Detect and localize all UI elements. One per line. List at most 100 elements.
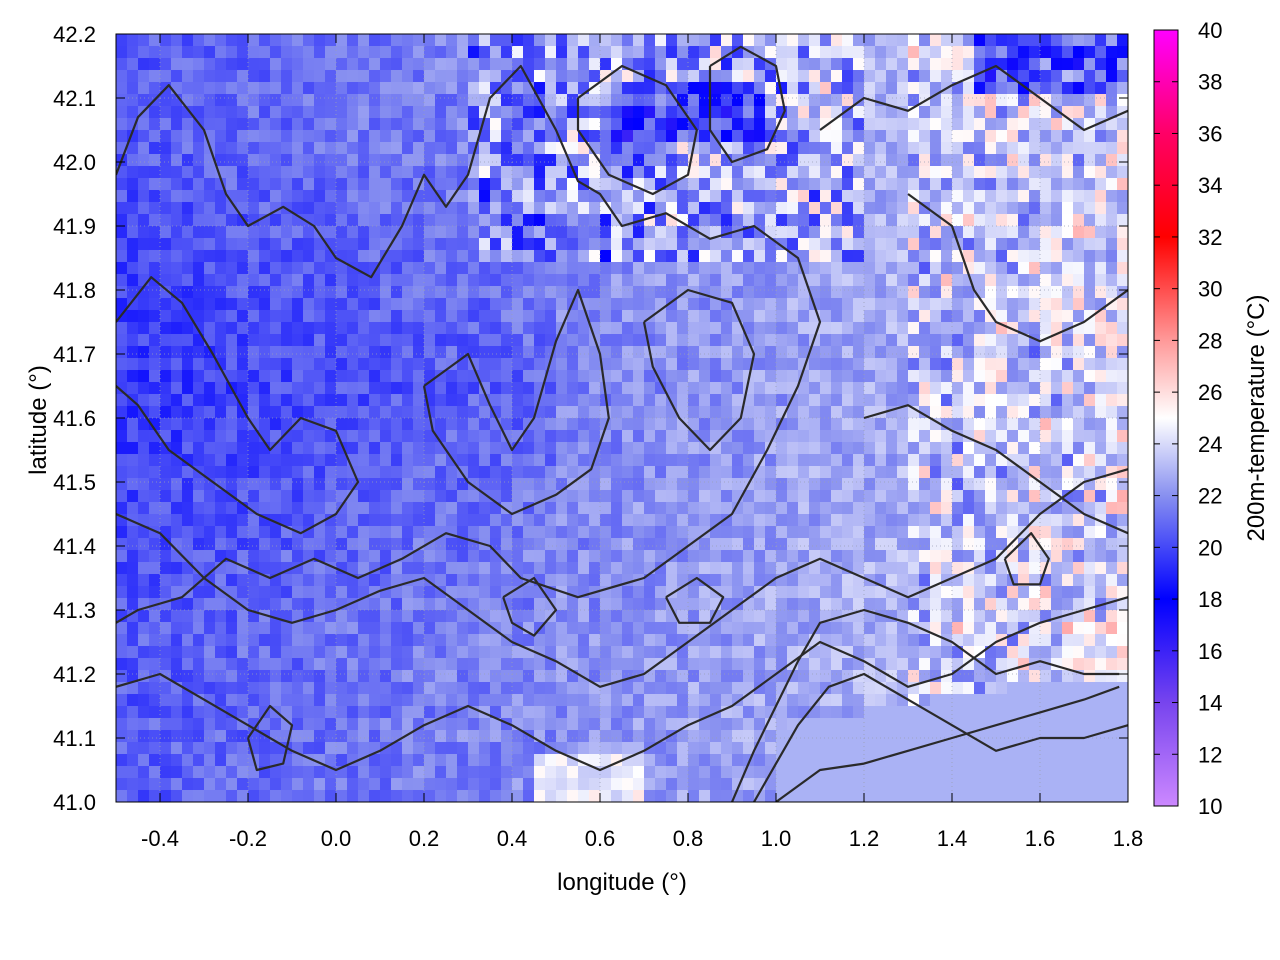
- field-cell: [1117, 190, 1128, 203]
- field-cell: [688, 106, 700, 119]
- field-cell: [996, 214, 1008, 227]
- field-cell: [369, 370, 381, 383]
- field-cell: [1062, 34, 1074, 47]
- field-cell: [501, 646, 513, 659]
- field-cell: [501, 130, 513, 143]
- field-cell: [952, 670, 964, 683]
- field-cell: [215, 478, 227, 491]
- field-cell: [908, 646, 920, 659]
- field-cell: [523, 370, 535, 383]
- field-cell: [556, 202, 568, 215]
- field-cell: [666, 250, 678, 263]
- field-cell: [699, 310, 711, 323]
- field-cell: [1051, 262, 1063, 275]
- field-cell: [941, 166, 953, 179]
- field-cell: [1062, 358, 1074, 371]
- field-cell: [1062, 598, 1074, 611]
- field-cell: [127, 502, 139, 515]
- field-cell: [138, 382, 150, 395]
- field-cell: [237, 490, 249, 503]
- field-cell: [303, 610, 315, 623]
- field-cell: [666, 562, 678, 575]
- field-cell: [336, 682, 348, 695]
- field-cell: [963, 226, 975, 239]
- field-cell: [1007, 430, 1019, 443]
- field-cell: [721, 262, 733, 275]
- field-cell: [215, 298, 227, 311]
- field-cell: [248, 682, 260, 695]
- field-cell: [743, 406, 755, 419]
- field-cell: [314, 202, 326, 215]
- field-cell: [699, 418, 711, 431]
- field-cell: [270, 154, 282, 167]
- field-cell: [1106, 418, 1118, 431]
- field-cell: [699, 406, 711, 419]
- field-cell: [743, 166, 755, 179]
- field-cell: [644, 538, 656, 551]
- field-cell: [226, 634, 238, 647]
- field-cell: [215, 370, 227, 383]
- field-cell: [600, 586, 612, 599]
- field-cell: [776, 202, 788, 215]
- field-cell: [875, 370, 887, 383]
- field-cell: [743, 34, 755, 47]
- field-cell: [149, 646, 161, 659]
- field-cell: [1007, 502, 1019, 515]
- field-cell: [710, 322, 722, 335]
- field-cell: [941, 94, 953, 107]
- field-cell: [413, 334, 425, 347]
- field-cell: [699, 394, 711, 407]
- field-cell: [160, 214, 172, 227]
- field-cell: [226, 34, 238, 47]
- field-cell: [490, 262, 502, 275]
- field-cell: [1062, 490, 1074, 503]
- field-cell: [831, 70, 843, 83]
- field-cell: [226, 142, 238, 155]
- field-cell: [490, 490, 502, 503]
- field-cell: [127, 598, 139, 611]
- field-cell: [138, 310, 150, 323]
- field-cell: [831, 106, 843, 119]
- field-cell: [677, 658, 689, 671]
- field-cell: [314, 526, 326, 539]
- field-cell: [666, 658, 678, 671]
- field-cell: [919, 442, 931, 455]
- field-cell: [336, 130, 348, 143]
- field-cell: [556, 358, 568, 371]
- field-cell: [743, 286, 755, 299]
- field-cell: [193, 250, 205, 263]
- field-cell: [875, 82, 887, 95]
- field-cell: [941, 142, 953, 155]
- field-cell: [413, 394, 425, 407]
- field-cell: [765, 118, 777, 131]
- field-cell: [1106, 214, 1118, 227]
- field-cell: [545, 58, 557, 71]
- field-cell: [644, 646, 656, 659]
- field-cell: [732, 526, 744, 539]
- field-cell: [545, 226, 557, 239]
- field-cell: [798, 34, 810, 47]
- field-cell: [743, 430, 755, 443]
- field-cell: [402, 634, 414, 647]
- field-cell: [644, 370, 656, 383]
- field-cell: [930, 514, 942, 527]
- field-cell: [149, 550, 161, 563]
- field-cell: [215, 514, 227, 527]
- field-cell: [930, 346, 942, 359]
- field-cell: [1062, 370, 1074, 383]
- field-cell: [578, 538, 590, 551]
- field-cell: [270, 82, 282, 95]
- field-cell: [325, 682, 337, 695]
- field-cell: [644, 94, 656, 107]
- field-cell: [930, 214, 942, 227]
- field-cell: [831, 274, 843, 287]
- field-cell: [1073, 466, 1085, 479]
- field-cell: [127, 478, 139, 491]
- field-cell: [589, 358, 601, 371]
- field-cell: [1095, 382, 1107, 395]
- field-cell: [1018, 382, 1030, 395]
- field-cell: [765, 190, 777, 203]
- field-cell: [127, 130, 139, 143]
- field-cell: [182, 502, 194, 515]
